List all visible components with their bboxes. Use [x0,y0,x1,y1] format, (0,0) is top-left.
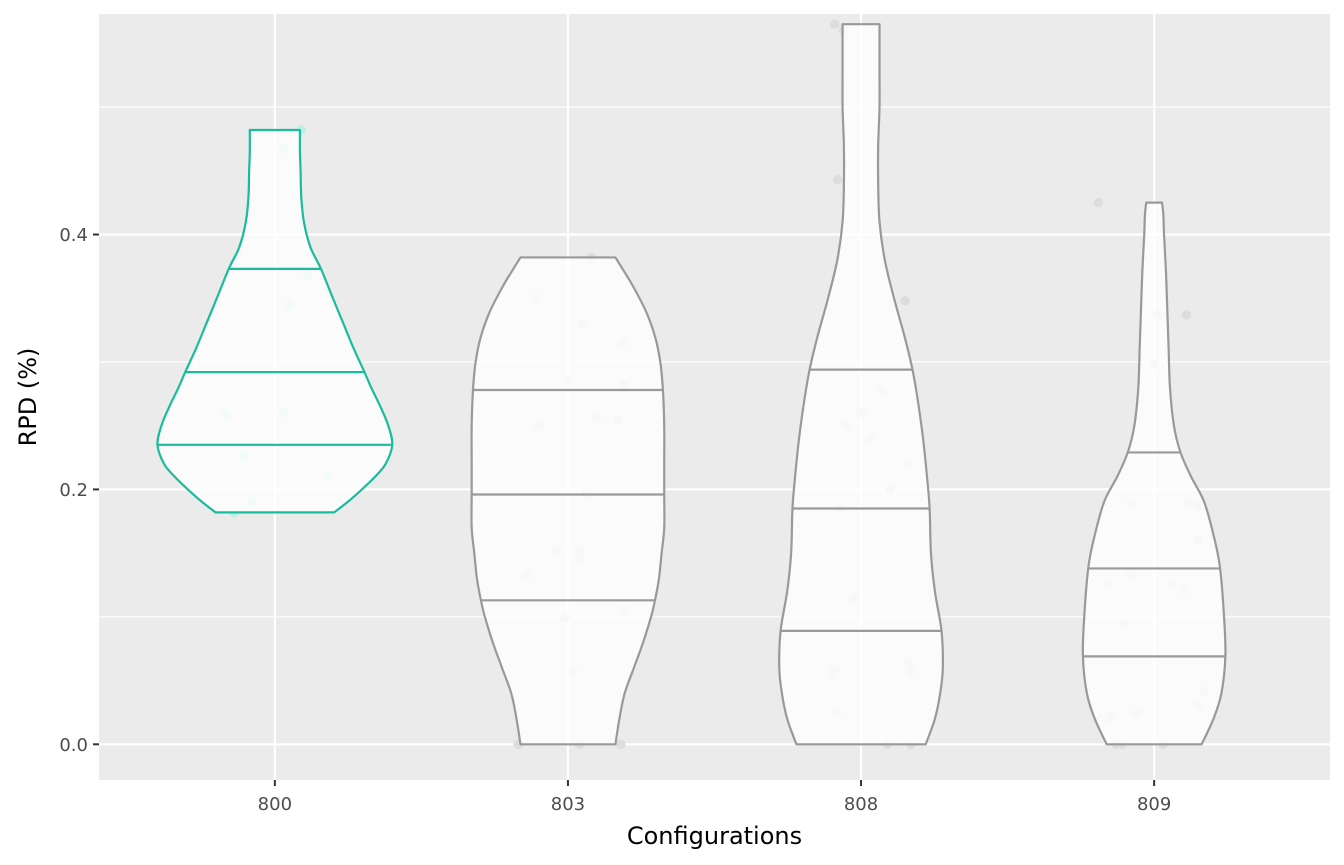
y-tick-label: 0.2 [59,480,88,501]
x-axis-title: Configurations [627,822,802,850]
y-tick-label: 0.4 [59,225,88,246]
x-tick-label: 808 [844,794,878,815]
data-point [615,739,626,750]
violin-800 [156,125,394,518]
violin-809 [1081,197,1227,750]
violin-outline [156,128,394,514]
violins [156,19,1227,750]
data-point [832,174,843,185]
x-tick-label: 800 [258,794,292,815]
y-axis-ticks: 0.0 0.2 0.4 [59,225,99,756]
violin-outline [778,23,944,746]
x-tick-label: 803 [551,794,585,815]
violin-808 [778,19,944,750]
violin-803 [470,252,666,750]
violin-outline [470,256,666,746]
violin-outline [1081,201,1227,746]
x-tick-label: 809 [1137,794,1171,815]
y-tick-label: 0.0 [59,735,88,756]
data-point [900,295,910,306]
data-point [1093,197,1104,208]
data-point [829,19,840,29]
x-axis-ticks: 800 803 808 809 [258,780,1171,815]
data-point [1181,309,1192,320]
y-axis-title: RPD (%) [14,348,42,447]
